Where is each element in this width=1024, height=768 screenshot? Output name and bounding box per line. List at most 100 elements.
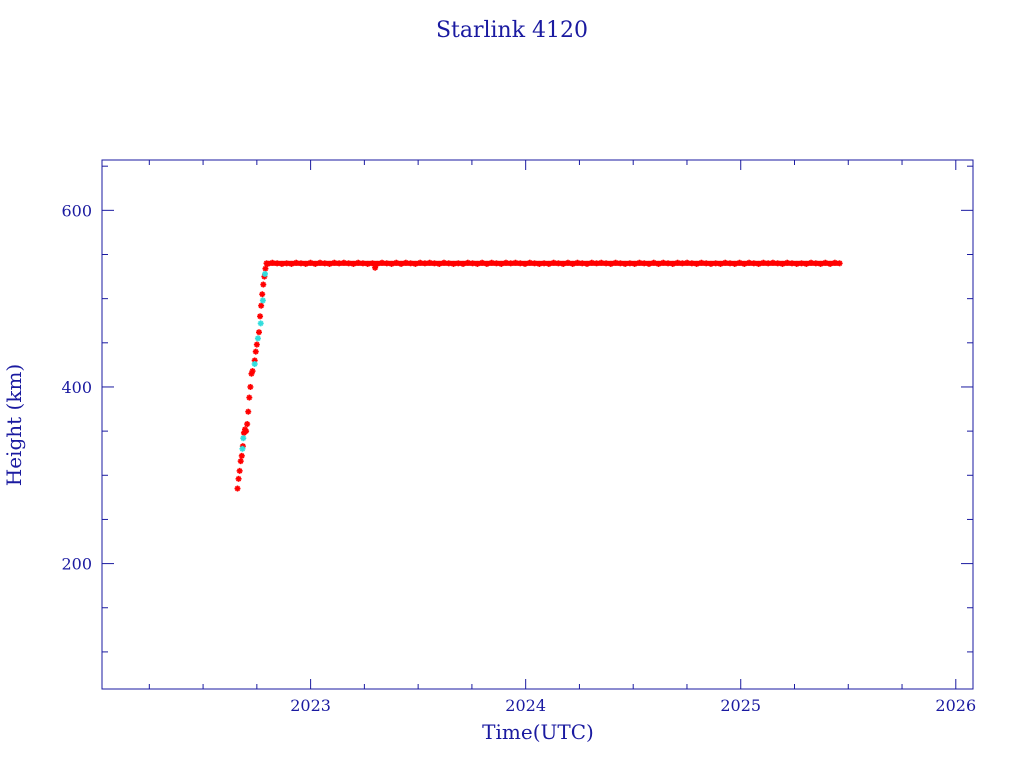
data-point xyxy=(252,348,259,355)
data-point xyxy=(307,259,314,266)
data-point xyxy=(259,297,266,304)
data-point xyxy=(312,260,319,267)
data-point xyxy=(779,260,786,267)
data-point xyxy=(731,260,738,267)
data-point xyxy=(769,259,776,266)
data-point xyxy=(263,260,270,267)
y-tick-label: 200 xyxy=(61,555,92,574)
data-point xyxy=(251,361,258,368)
data-point xyxy=(460,260,467,267)
data-point xyxy=(417,259,424,266)
data-point xyxy=(607,260,614,267)
data-point xyxy=(560,260,567,267)
data-point xyxy=(631,260,638,267)
data-point xyxy=(669,260,676,267)
data-point xyxy=(655,260,662,267)
y-axis-label: Height (km) xyxy=(2,364,26,486)
data-point xyxy=(545,260,552,267)
x-tick-label: 2023 xyxy=(290,696,331,715)
data-point xyxy=(345,260,352,267)
axis-ticks xyxy=(102,160,973,689)
data-point xyxy=(247,383,254,390)
x-tick-label: 2025 xyxy=(720,696,761,715)
data-point xyxy=(479,259,486,266)
data-point xyxy=(765,260,772,267)
data-point xyxy=(645,260,652,267)
data-point xyxy=(255,329,262,336)
data-point xyxy=(393,259,400,266)
data-point xyxy=(388,260,395,267)
x-axis-label: Time(UTC) xyxy=(482,720,594,744)
data-point xyxy=(793,260,800,267)
y-tick-label: 400 xyxy=(61,378,92,397)
data-point xyxy=(679,260,686,267)
data-point xyxy=(603,260,610,267)
x-tick-label: 2024 xyxy=(505,696,546,715)
data-point xyxy=(237,458,244,465)
data-point xyxy=(243,428,250,435)
data-point xyxy=(257,320,264,327)
data-point xyxy=(755,260,762,267)
data-point xyxy=(803,260,810,267)
data-point xyxy=(372,264,379,271)
data-point xyxy=(253,341,260,348)
chart-title: Starlink 4120 xyxy=(436,18,588,43)
tick-labels: 2023 2024 2025 2026 200 400 600 xyxy=(61,201,976,715)
data-point xyxy=(234,485,241,492)
data-point xyxy=(593,260,600,267)
data-point xyxy=(244,421,251,428)
data-point xyxy=(741,260,748,267)
data-point xyxy=(836,260,843,267)
data-point xyxy=(550,259,557,266)
data-point xyxy=(398,260,405,267)
data-point xyxy=(483,260,490,267)
data-point xyxy=(584,260,591,267)
data-point xyxy=(569,260,576,267)
data-point xyxy=(240,435,247,442)
data-point xyxy=(254,335,261,342)
data-point xyxy=(302,260,309,267)
data-point xyxy=(260,281,267,288)
data-point xyxy=(297,260,304,267)
data-point xyxy=(579,260,586,267)
y-tick-label: 600 xyxy=(61,201,92,220)
data-point xyxy=(817,260,824,267)
data-point xyxy=(474,260,481,267)
data-point xyxy=(426,259,433,266)
data-point xyxy=(350,260,357,267)
data-point xyxy=(727,260,734,267)
data-point xyxy=(827,260,834,267)
data-point xyxy=(436,260,443,267)
data-point xyxy=(258,302,265,309)
data-point xyxy=(788,260,795,267)
data-point xyxy=(257,313,264,320)
data-point xyxy=(238,452,245,459)
data-point xyxy=(262,265,269,272)
data-point xyxy=(236,467,243,474)
data-point xyxy=(321,260,328,267)
data-point xyxy=(650,259,657,266)
data-marks xyxy=(234,259,843,492)
data-point xyxy=(246,394,253,401)
data-point xyxy=(245,408,252,415)
data-point xyxy=(760,259,767,266)
data-point xyxy=(541,260,548,267)
data-point xyxy=(249,368,256,375)
data-point xyxy=(326,260,333,267)
data-point xyxy=(239,445,246,452)
data-point xyxy=(262,270,269,277)
data-point xyxy=(522,260,529,267)
data-point xyxy=(693,260,700,267)
data-point xyxy=(288,260,295,267)
data-point xyxy=(531,260,538,267)
data-point xyxy=(688,260,695,267)
data-point xyxy=(564,259,571,266)
data-point xyxy=(822,259,829,266)
data-point xyxy=(498,260,505,267)
data-point xyxy=(736,259,743,266)
x-tick-label: 2026 xyxy=(935,696,976,715)
data-point xyxy=(412,260,419,267)
data-point xyxy=(717,260,724,267)
data-point xyxy=(259,291,266,298)
